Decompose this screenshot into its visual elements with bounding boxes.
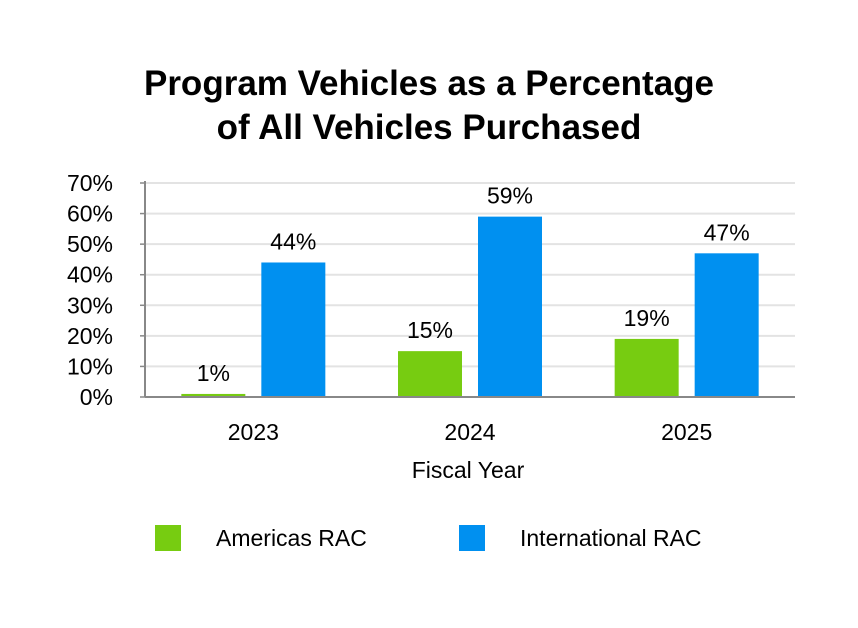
y-tick-label: 60% xyxy=(67,201,113,227)
x-axis-label: Fiscal Year xyxy=(412,457,525,483)
bar xyxy=(478,216,542,397)
legend-label: International RAC xyxy=(520,525,702,551)
y-tick-label: 10% xyxy=(67,353,113,379)
legend-swatch xyxy=(459,525,485,551)
y-tick-label: 30% xyxy=(67,292,113,318)
bar xyxy=(398,351,462,397)
bar xyxy=(181,393,246,397)
data-label: 15% xyxy=(407,317,453,343)
data-label: 19% xyxy=(624,305,670,331)
chart-title: Program Vehicles as a Percentage of All … xyxy=(0,62,858,150)
y-tick-label: 20% xyxy=(67,323,113,349)
y-tick-label: 50% xyxy=(67,231,113,257)
y-tick-label: 0% xyxy=(80,384,113,410)
bar xyxy=(694,253,759,397)
data-label: 59% xyxy=(487,183,533,209)
data-label: 1% xyxy=(197,360,230,386)
bar xyxy=(261,262,326,397)
legend-swatch xyxy=(155,525,181,551)
y-tick-label: 40% xyxy=(67,262,113,288)
y-tick-label: 70% xyxy=(67,170,113,196)
x-tick-label: 2024 xyxy=(444,419,495,445)
bar xyxy=(614,338,679,397)
chart-title-line-2: of All Vehicles Purchased xyxy=(216,108,642,147)
x-tick-label: 2023 xyxy=(228,419,279,445)
x-tick-label: 2025 xyxy=(661,419,712,445)
chart-title-line-1: Program Vehicles as a Percentage xyxy=(143,64,715,103)
legend-label: Americas RAC xyxy=(216,525,367,551)
data-label: 44% xyxy=(270,228,316,254)
data-label: 47% xyxy=(704,219,750,245)
